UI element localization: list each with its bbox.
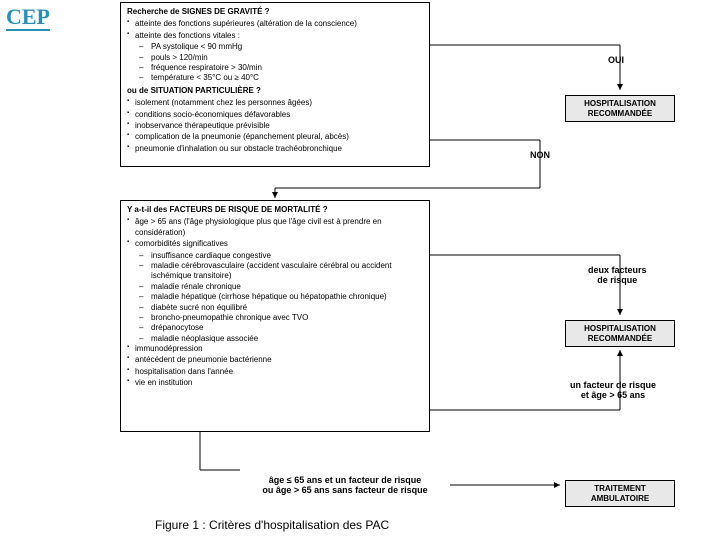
list-item: PA systolique < 90 mmHg: [151, 42, 423, 52]
list-item: maladie hépatique (cirrhose hépatique ou…: [151, 292, 423, 302]
box2-sublist: insuffisance cardiaque congestivemaladie…: [127, 251, 423, 345]
rec-hospitalisation-1: HOSPITALISATION RECOMMANDÉE: [565, 95, 675, 122]
list-item: pneumonie d'inhalation ou sur obstacle t…: [133, 144, 423, 154]
list-item: diabète sucré non équilibré: [151, 303, 423, 313]
list-item: pouls > 120/min: [151, 53, 423, 63]
list-item: comorbidités significatives: [133, 239, 423, 249]
figure-caption: Figure 1 : Critères d'hospitalisation de…: [155, 518, 389, 532]
box1-list-b: isolement (notamment chez les personnes …: [127, 98, 423, 154]
list-item: atteinte des fonctions vitales :: [133, 31, 423, 41]
box1-subtitle-prefix: ou de: [127, 86, 151, 95]
rec-ambulatoire: TRAITEMENT AMBULATOIRE: [565, 480, 675, 507]
box2-title-caps: FACTEURS DE RISQUE DE MORTALITÉ ?: [170, 205, 328, 214]
criteria-box-mortality: Y a-t-il des FACTEURS DE RISQUE DE MORTA…: [120, 200, 430, 432]
box2-title: Y a-t-il des FACTEURS DE RISQUE DE MORTA…: [127, 205, 423, 215]
list-item: maladie néoplasique associée: [151, 334, 423, 344]
list-item: insuffisance cardiaque congestive: [151, 251, 423, 261]
label-oui: OUI: [608, 55, 624, 65]
list-item: maladie cérébrovasculaire (accident vasc…: [151, 261, 423, 282]
list-item: broncho-pneumopathie chronique avec TVO: [151, 313, 423, 323]
label-non: NON: [530, 150, 550, 160]
list-item: complication de la pneumonie (épanchemen…: [133, 132, 423, 142]
box2-title-prefix: Y a-t-il des: [127, 205, 170, 214]
list-item: atteinte des fonctions supérieures (alté…: [133, 19, 423, 29]
box1-title-prefix: Recherche de: [127, 7, 182, 16]
box2-list-b: immunodépressionantécédent de pneumonie …: [127, 344, 423, 389]
list-item: âge > 65 ans (l'âge physiologique plus q…: [133, 217, 423, 238]
logo: CEP: [6, 6, 50, 31]
list-item: maladie rénale chronique: [151, 282, 423, 292]
box1-title-caps: SIGNES DE GRAVITÉ ?: [182, 7, 270, 16]
list-item: fréquence respiratoire > 30/min: [151, 63, 423, 73]
label-deux-facteurs: deux facteurs de risque: [588, 265, 647, 286]
criteria-box-gravity: Recherche de SIGNES DE GRAVITÉ ? atteint…: [120, 2, 430, 167]
list-item: immunodépression: [133, 344, 423, 354]
list-item: température < 35°C ou ≥ 40°C: [151, 73, 423, 83]
list-item: inobservance thérapeutique prévisible: [133, 121, 423, 131]
box1-title: Recherche de SIGNES DE GRAVITÉ ?: [127, 7, 423, 17]
label-un-facteur: un facteur de risque et âge > 65 ans: [570, 380, 656, 401]
list-item: conditions socio-économiques défavorable…: [133, 110, 423, 120]
box1-list-a: atteinte des fonctions supérieures (alté…: [127, 19, 423, 41]
rec-hospitalisation-2: HOSPITALISATION RECOMMANDÉE: [565, 320, 675, 347]
box2-list-a: âge > 65 ans (l'âge physiologique plus q…: [127, 217, 423, 249]
list-item: drépanocytose: [151, 323, 423, 333]
label-bottom: âge ≤ 65 ans et un facteur de risque ou …: [245, 475, 445, 496]
box1-sublist: PA systolique < 90 mmHgpouls > 120/minfr…: [127, 42, 423, 84]
list-item: isolement (notamment chez les personnes …: [133, 98, 423, 108]
list-item: antécédent de pneumonie bactérienne: [133, 355, 423, 365]
box1-subtitle-caps: SITUATION PARTICULIÈRE ?: [151, 86, 261, 95]
box1-subtitle: ou de SITUATION PARTICULIÈRE ?: [127, 86, 423, 96]
list-item: vie en institution: [133, 378, 423, 388]
list-item: hospitalisation dans l'année: [133, 367, 423, 377]
